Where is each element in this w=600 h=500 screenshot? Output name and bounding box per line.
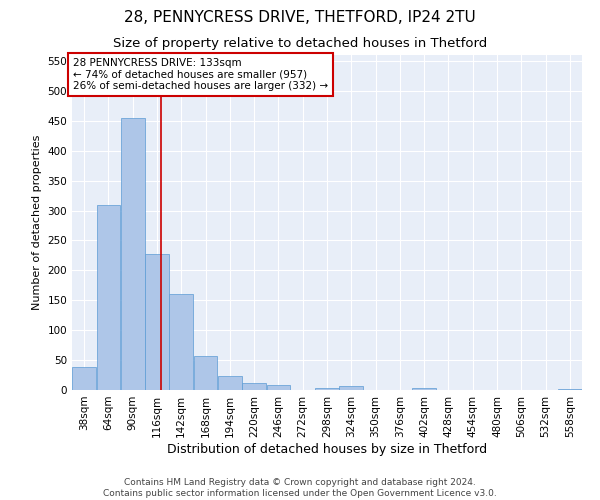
Bar xyxy=(558,389,582,390)
Bar xyxy=(121,118,145,390)
Bar xyxy=(218,376,242,390)
Bar xyxy=(145,254,169,390)
Bar xyxy=(412,388,436,390)
Y-axis label: Number of detached properties: Number of detached properties xyxy=(32,135,42,310)
Text: Size of property relative to detached houses in Thetford: Size of property relative to detached ho… xyxy=(113,38,487,51)
Bar xyxy=(169,294,193,390)
Bar xyxy=(97,204,121,390)
X-axis label: Distribution of detached houses by size in Thetford: Distribution of detached houses by size … xyxy=(167,442,487,456)
Bar xyxy=(315,388,339,390)
Bar xyxy=(194,356,217,390)
Bar xyxy=(242,384,266,390)
Text: 28 PENNYCRESS DRIVE: 133sqm
← 74% of detached houses are smaller (957)
26% of se: 28 PENNYCRESS DRIVE: 133sqm ← 74% of det… xyxy=(73,58,328,91)
Text: 28, PENNYCRESS DRIVE, THETFORD, IP24 2TU: 28, PENNYCRESS DRIVE, THETFORD, IP24 2TU xyxy=(124,10,476,25)
Bar xyxy=(340,386,363,390)
Bar xyxy=(72,368,96,390)
Bar xyxy=(266,385,290,390)
Text: Contains HM Land Registry data © Crown copyright and database right 2024.
Contai: Contains HM Land Registry data © Crown c… xyxy=(103,478,497,498)
